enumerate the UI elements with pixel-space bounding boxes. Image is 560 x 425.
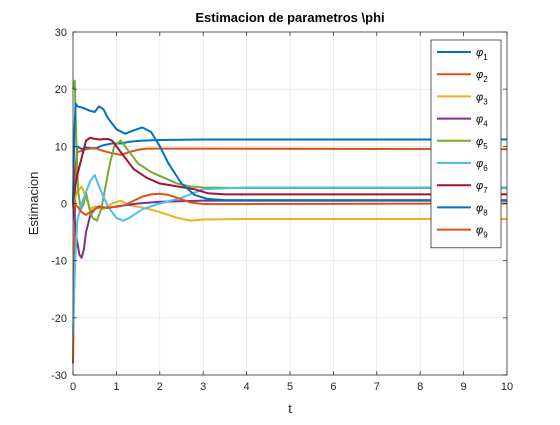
x-tick-label: 2 bbox=[157, 381, 163, 393]
x-tick-label: 10 bbox=[501, 381, 513, 393]
y-tick-label: 0 bbox=[61, 199, 67, 211]
series-line-phi9 bbox=[72, 192, 508, 216]
x-tick-label: 6 bbox=[330, 381, 336, 393]
legend-box bbox=[430, 39, 502, 249]
x-tick-label: 9 bbox=[461, 381, 467, 393]
legend-label: φ8 bbox=[476, 202, 488, 217]
x-tick-label: 5 bbox=[287, 381, 293, 393]
legend-label: φ4 bbox=[476, 114, 488, 129]
series-line-phi8 bbox=[72, 102, 507, 204]
x-tick-label: 0 bbox=[70, 381, 76, 393]
legend: φ1 φ2 φ3 φ4 φ5 φ6 φ7 φ8 φ9 bbox=[430, 39, 502, 249]
legend-label: φ6 bbox=[476, 158, 488, 173]
x-tick-label: 3 bbox=[200, 381, 206, 393]
series-line-phi7 bbox=[72, 136, 507, 204]
legend-label: φ9 bbox=[476, 225, 488, 240]
y-tick-label: 10 bbox=[55, 141, 67, 153]
series-line-phi6 bbox=[72, 173, 507, 336]
chart-title: Estimacion de parametros \phi bbox=[195, 10, 384, 25]
legend-label: φ5 bbox=[476, 136, 488, 151]
legend-label: φ3 bbox=[476, 91, 488, 106]
x-tick-label: 1 bbox=[113, 381, 119, 393]
y-tick-label: -10 bbox=[51, 256, 67, 268]
legend-label: φ2 bbox=[476, 69, 488, 84]
legend-label: φ7 bbox=[476, 180, 488, 195]
x-tick-label: 4 bbox=[244, 381, 250, 393]
ticks: 0 1 2 3 4 5 6 7 8 9 10 -30 -20 -10 0 10 20 30 bbox=[51, 27, 513, 393]
y-tick-label: -30 bbox=[51, 370, 67, 382]
series-layer bbox=[72, 79, 508, 364]
y-tick-label: 30 bbox=[55, 27, 67, 39]
legend-label: φ1 bbox=[476, 47, 488, 62]
x-tick-label: 8 bbox=[417, 381, 423, 393]
x-tick-label: 7 bbox=[374, 381, 380, 393]
y-axis-label: Estimacion bbox=[26, 172, 41, 236]
y-tick-label: -20 bbox=[51, 313, 67, 325]
x-axis-label: t bbox=[288, 401, 292, 416]
y-tick-label: 20 bbox=[55, 84, 67, 96]
